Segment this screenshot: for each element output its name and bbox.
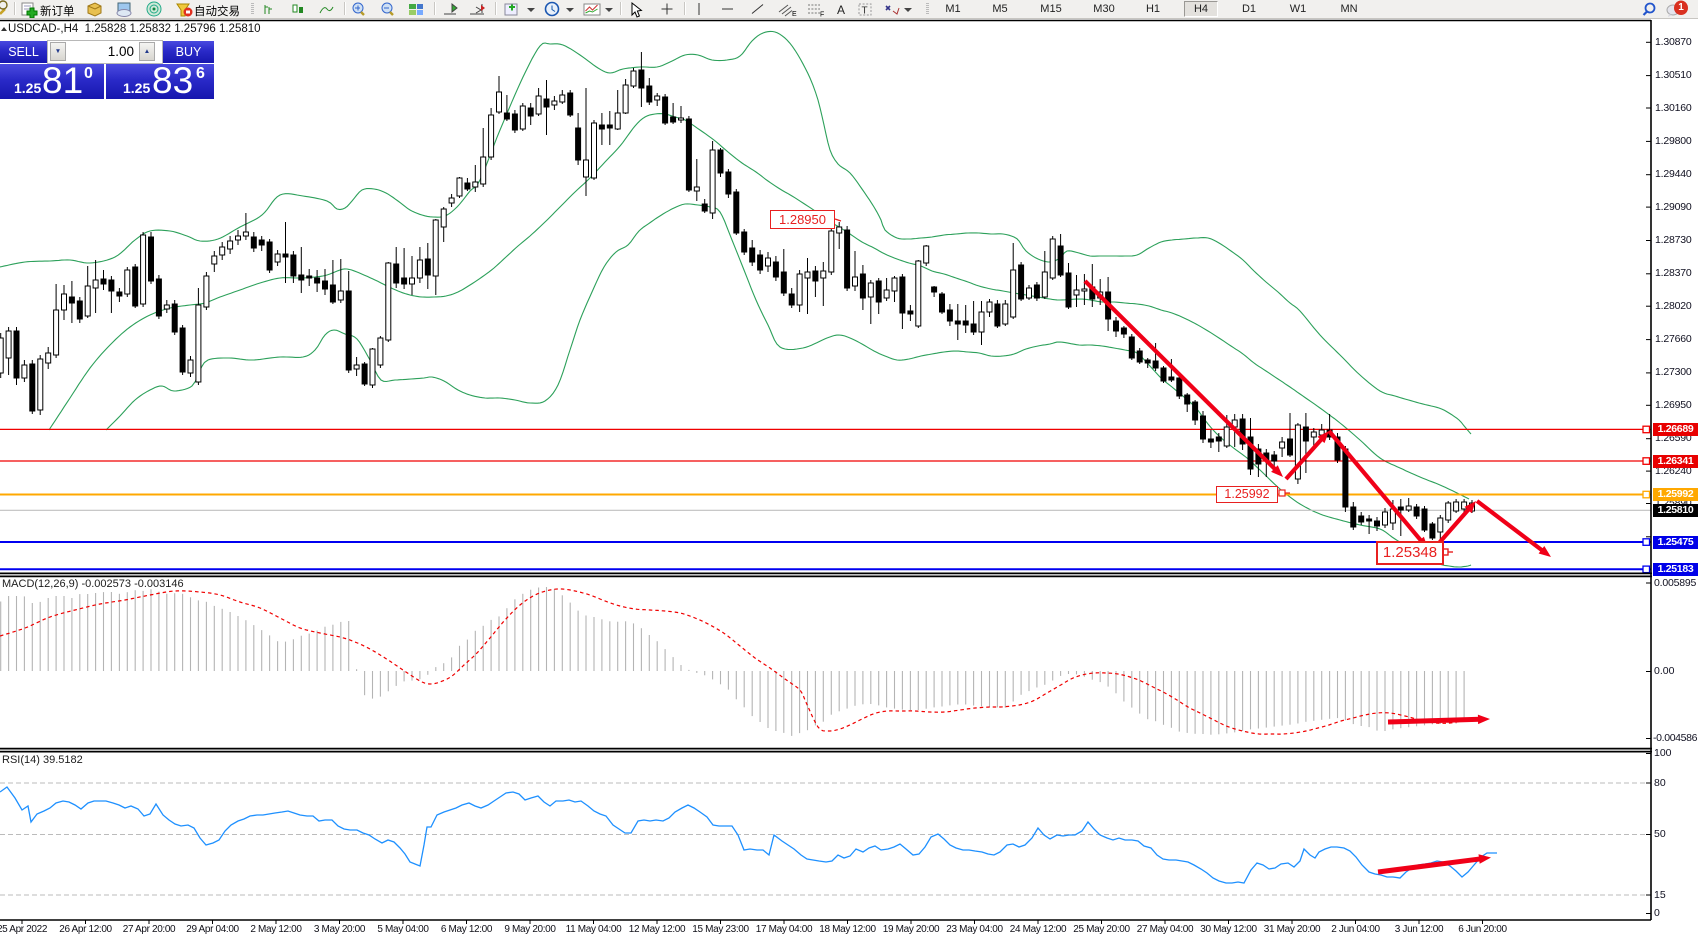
svg-text:T: T (862, 6, 868, 17)
svg-text:F: F (820, 12, 824, 19)
svg-text:A: A (837, 3, 845, 17)
svg-text:E: E (792, 11, 797, 18)
